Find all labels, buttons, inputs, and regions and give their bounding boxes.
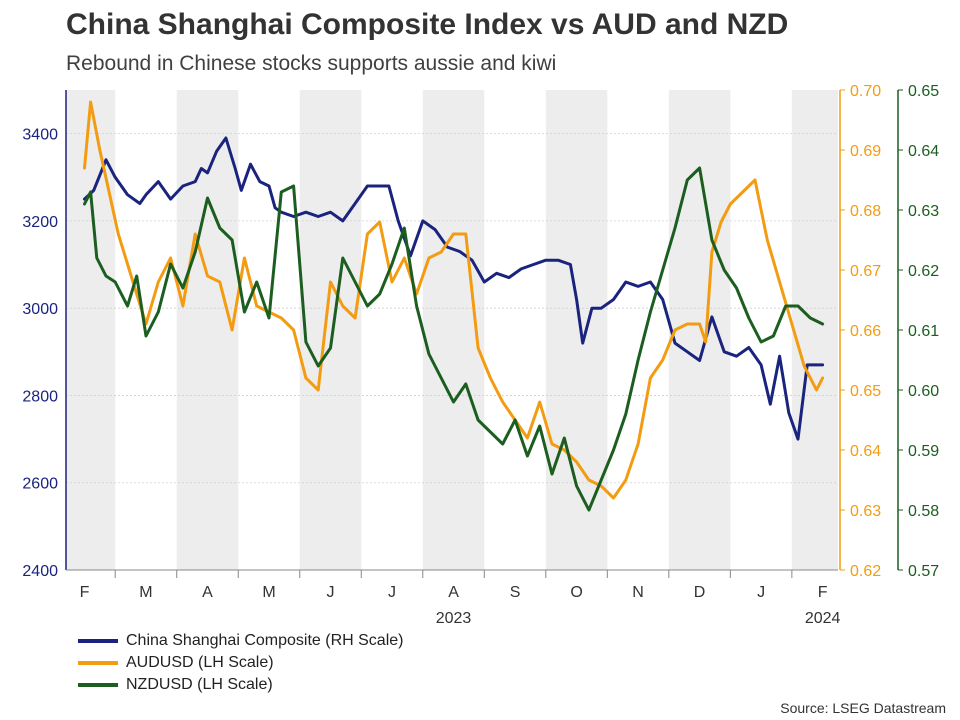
- source-note: Source: LSEG Datastream: [780, 700, 946, 716]
- chart-subtitle: Rebound in Chinese stocks supports aussi…: [66, 52, 557, 75]
- legend-swatch-audusd: [78, 661, 118, 665]
- x-month-label: F: [818, 584, 828, 601]
- nzd-tick-label: 0.63: [908, 203, 939, 220]
- nzd-tick-label: 0.59: [908, 443, 939, 460]
- x-month-label: J: [757, 584, 765, 601]
- left-tick-label: 2400: [22, 563, 58, 580]
- month-band-6: [422, 90, 485, 570]
- x-month-label: A: [448, 584, 459, 601]
- x-year-label: 2024: [805, 610, 841, 627]
- aud-tick-label: 0.68: [850, 203, 881, 220]
- x-month-label: O: [570, 584, 582, 601]
- month-band-4: [299, 90, 362, 570]
- month-band-2: [176, 90, 239, 570]
- left-tick-label: 2800: [22, 388, 58, 405]
- aud-tick-label: 0.70: [850, 83, 881, 100]
- chart-legend: China Shanghai Composite (RH Scale) AUDU…: [78, 630, 403, 696]
- series-line-1: [83, 100, 825, 500]
- series-line-2: [83, 166, 825, 512]
- x-month-label: F: [80, 584, 90, 601]
- legend-label-audusd: AUDUSD (LH Scale): [126, 654, 274, 671]
- aud-tick-label: 0.63: [850, 503, 881, 520]
- legend-item-audusd: AUDUSD (LH Scale): [78, 652, 403, 674]
- nzd-tick-label: 0.57: [908, 563, 939, 580]
- x-month-label: N: [632, 584, 644, 601]
- aud-tick-label: 0.67: [850, 263, 881, 280]
- aud-tick-label: 0.65: [850, 383, 881, 400]
- aud-tick-label: 0.66: [850, 323, 881, 340]
- x-month-label: M: [262, 584, 275, 601]
- left-tick-label: 3400: [22, 127, 58, 144]
- nzd-tick-label: 0.65: [908, 83, 939, 100]
- legend-label-shanghai: China Shanghai Composite (RH Scale): [126, 632, 404, 649]
- nzd-tick-label: 0.62: [908, 263, 939, 280]
- x-month-label: A: [202, 584, 213, 601]
- aud-tick-label: 0.69: [850, 143, 881, 160]
- aud-tick-label: 0.64: [850, 443, 881, 460]
- legend-item-nzdusd: NZDUSD (LH Scale): [78, 674, 403, 696]
- legend-swatch-nzdusd: [78, 683, 118, 687]
- aud-tick-label: 0.62: [850, 563, 881, 580]
- x-year-label: 2023: [436, 610, 472, 627]
- month-band-12: [791, 90, 838, 570]
- chart-title: China Shanghai Composite Index vs AUD an…: [66, 8, 789, 41]
- left-tick-label: 3200: [22, 214, 58, 231]
- left-tick-label: 2600: [22, 476, 58, 493]
- legend-swatch-shanghai: [78, 639, 118, 643]
- x-month-label: J: [327, 584, 335, 601]
- month-band-8: [545, 90, 608, 570]
- x-month-label: J: [388, 584, 396, 601]
- legend-item-shanghai: China Shanghai Composite (RH Scale): [78, 630, 403, 652]
- x-month-label: D: [694, 584, 706, 601]
- nzd-tick-label: 0.64: [908, 143, 939, 160]
- nzd-tick-label: 0.60: [908, 383, 939, 400]
- left-tick-label: 3000: [22, 301, 58, 318]
- nzd-tick-label: 0.61: [908, 323, 939, 340]
- x-month-label: M: [139, 584, 152, 601]
- nzd-tick-label: 0.58: [908, 503, 939, 520]
- legend-label-nzdusd: NZDUSD (LH Scale): [126, 676, 273, 693]
- x-month-label: S: [510, 584, 521, 601]
- month-band-0: [66, 90, 116, 570]
